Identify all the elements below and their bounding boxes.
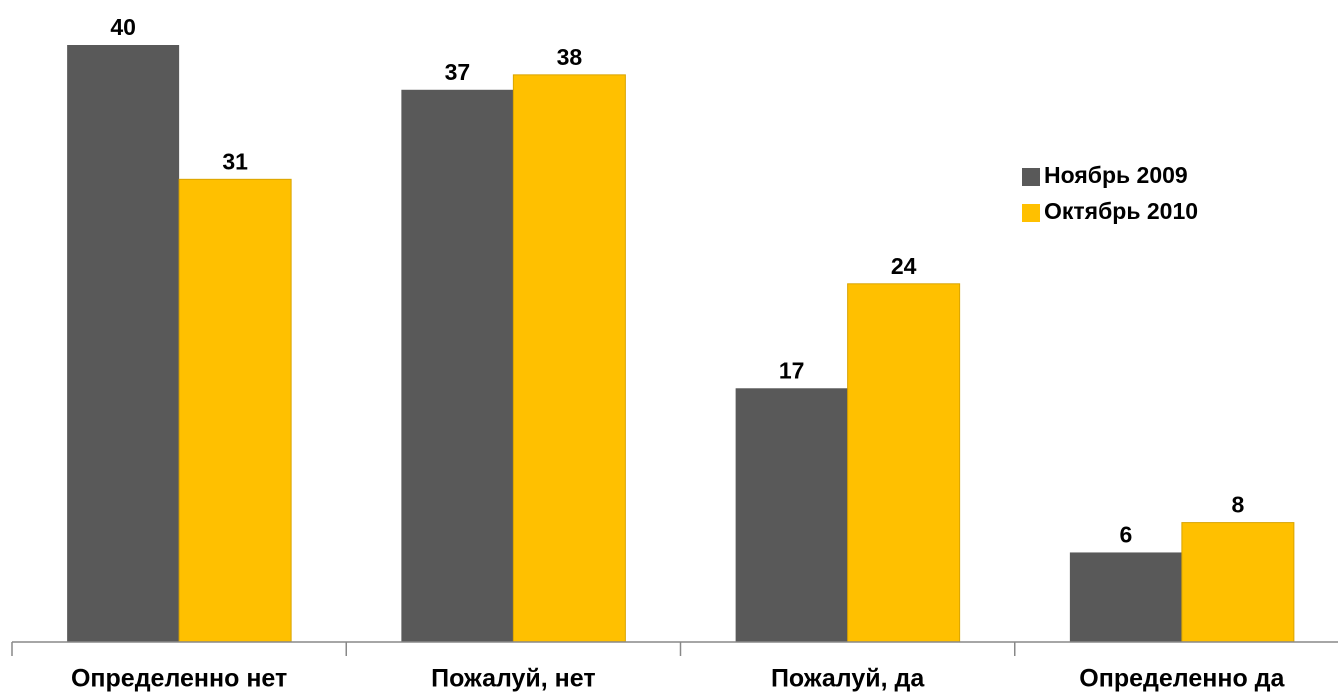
legend-label: Ноябрь 2009 [1044, 162, 1188, 188]
bar [1069, 552, 1182, 642]
value-label: 17 [779, 357, 805, 383]
bar [67, 45, 180, 642]
value-label: 8 [1231, 492, 1244, 518]
value-label: 31 [222, 148, 248, 174]
value-label: 37 [445, 59, 471, 85]
bar [735, 388, 848, 642]
value-label: 24 [891, 253, 917, 279]
bar [847, 283, 961, 643]
legend-swatch [1022, 204, 1040, 222]
x-tick-label: Пожалуй, нет [431, 665, 595, 693]
x-tick-label: Пожалуй, да [771, 665, 925, 693]
legend-label: Октябрь 2010 [1044, 198, 1198, 224]
legend-swatch [1022, 168, 1040, 186]
bar [178, 178, 292, 643]
value-label: 6 [1119, 522, 1132, 548]
value-label: 38 [557, 44, 583, 70]
bar [401, 89, 514, 642]
x-tick-label: Определенно да [1079, 665, 1285, 693]
value-label: 40 [110, 14, 136, 40]
x-tick-label: Определенно нет [71, 665, 287, 693]
bar [1181, 522, 1295, 643]
bar [512, 74, 626, 643]
